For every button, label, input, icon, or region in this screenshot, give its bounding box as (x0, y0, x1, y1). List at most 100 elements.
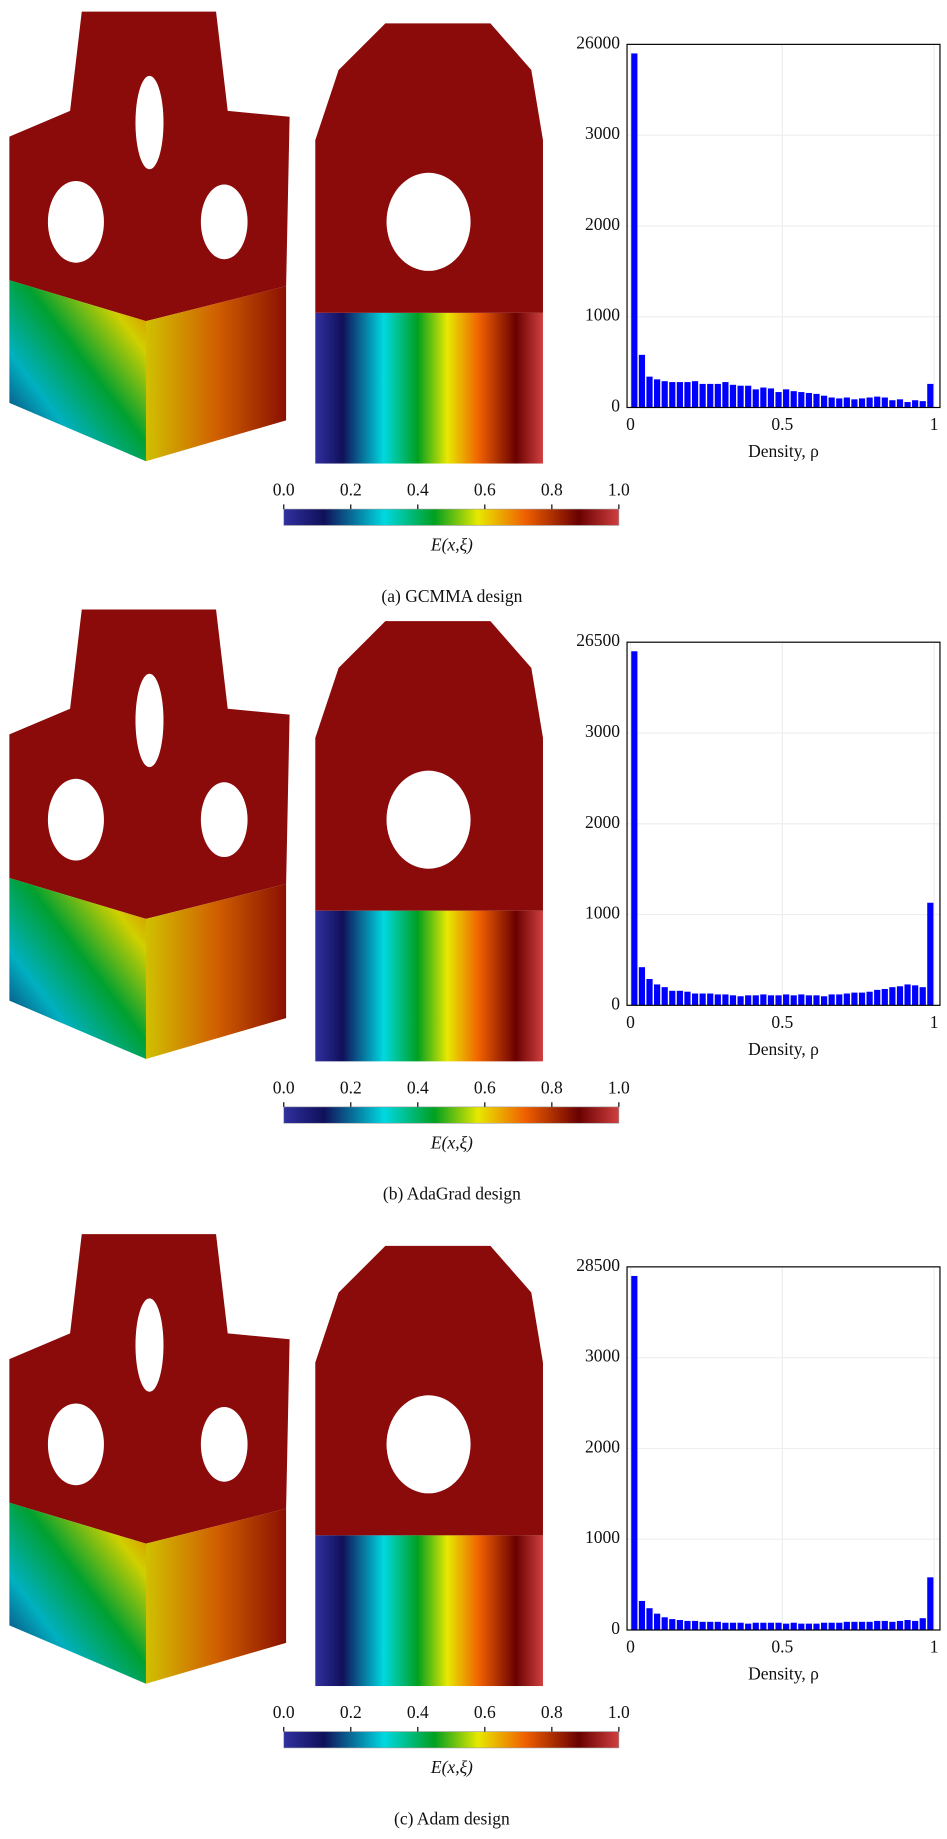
bar (904, 984, 911, 1006)
colorbar-tick-label: 0.8 (541, 480, 563, 500)
bar (851, 399, 858, 408)
bar (638, 967, 646, 1006)
bar (836, 994, 843, 1006)
y-tick-label: 2000 (585, 214, 620, 234)
bar (737, 1622, 744, 1630)
colorbar (283, 1106, 620, 1124)
bar (745, 995, 752, 1006)
render-hole (200, 1406, 248, 1482)
bar (790, 995, 797, 1006)
bar (813, 393, 820, 408)
render-hole (386, 770, 471, 869)
bar (729, 1622, 737, 1630)
bar (654, 1613, 661, 1630)
render-face (145, 286, 287, 462)
bar (843, 1621, 850, 1630)
render-face (9, 1502, 146, 1684)
y-tick-label: 0 (611, 993, 620, 1013)
bar (783, 389, 790, 408)
panel: 0 1000 2000 3000 26000 0 0.5 1 Density, ρ 0.0 0.2 0… (9, 11, 941, 606)
bar (805, 995, 812, 1006)
bar (714, 383, 721, 408)
render-hole (47, 1403, 104, 1486)
y-tick-label: 0 (611, 1618, 620, 1638)
colorbar-tick-label: 0.0 (273, 480, 295, 500)
bar (828, 1622, 835, 1630)
colorbar-label: E(x,ξ) (430, 1757, 473, 1777)
bar (805, 1623, 812, 1630)
x-tick-label: 0.5 (771, 414, 793, 434)
bar (866, 397, 873, 408)
x-axis-label: Density, ρ (748, 1039, 819, 1059)
bar (919, 401, 926, 408)
bar (896, 986, 904, 1006)
bar (661, 987, 668, 1006)
bar (654, 379, 661, 408)
bar (783, 994, 790, 1006)
x-tick-label: 1 (930, 414, 939, 434)
bar (760, 994, 767, 1006)
x-tick-label: 0 (626, 1637, 635, 1657)
bar (722, 994, 729, 1006)
axis-break (616, 676, 629, 699)
bar (820, 1622, 828, 1630)
bar (676, 382, 683, 408)
render-hole (386, 1395, 471, 1494)
bar (707, 1621, 714, 1630)
colorbar-tick-label: 1.0 (608, 1077, 630, 1097)
colorbar-tick-label: 0.2 (340, 480, 362, 500)
bar (927, 1577, 934, 1630)
caption: (a) GCMMA design (381, 586, 522, 606)
bar (790, 1622, 797, 1630)
render-red (315, 1245, 543, 1536)
bar (631, 53, 638, 408)
render-hole (47, 778, 104, 861)
bar (874, 989, 881, 1006)
bar (775, 1622, 782, 1630)
bar (638, 1600, 646, 1630)
bar (714, 1621, 721, 1630)
colorbar-label: E(x,ξ) (430, 1132, 473, 1152)
bar (828, 397, 835, 408)
bar (646, 1608, 653, 1630)
bar (729, 384, 737, 408)
bar (767, 1622, 775, 1630)
render-hole (200, 184, 248, 260)
bar (904, 402, 911, 408)
colorbar-tick-label: 0.8 (541, 1077, 563, 1097)
bar (851, 1621, 858, 1630)
y-tick-label: 2000 (585, 1436, 620, 1456)
y-tick-label: 26500 (576, 630, 620, 650)
bar (752, 995, 759, 1006)
render-face (9, 878, 146, 1060)
bar (820, 996, 828, 1006)
bar (927, 902, 934, 1006)
bar (790, 391, 797, 408)
bar (881, 1620, 888, 1630)
colorbar-tick-label: 0.4 (407, 1702, 429, 1722)
bar (927, 383, 934, 408)
bar (851, 992, 858, 1006)
bar (896, 1620, 904, 1630)
y-tick-label: 1000 (585, 903, 620, 923)
plot-frame (626, 1266, 941, 1631)
x-tick-label: 0.5 (771, 1012, 793, 1032)
y-tick-label: 3000 (585, 123, 620, 143)
y-tick-label: 3000 (585, 721, 620, 741)
colorbar-tick-label: 0.4 (407, 1077, 429, 1097)
render-hole (135, 1298, 164, 1392)
plot-frame (626, 43, 941, 409)
axis-break (616, 1300, 629, 1324)
bar (699, 993, 706, 1006)
x-tick-label: 0 (626, 1012, 635, 1032)
bar (889, 400, 896, 408)
bar (669, 1619, 676, 1630)
bar (836, 398, 843, 408)
bar (904, 1620, 911, 1630)
x-tick-label: 1 (930, 1637, 939, 1657)
bar (699, 383, 706, 408)
bar (858, 398, 866, 408)
bar (661, 381, 668, 408)
x-tick-label: 0 (626, 414, 635, 434)
bar (881, 397, 888, 408)
